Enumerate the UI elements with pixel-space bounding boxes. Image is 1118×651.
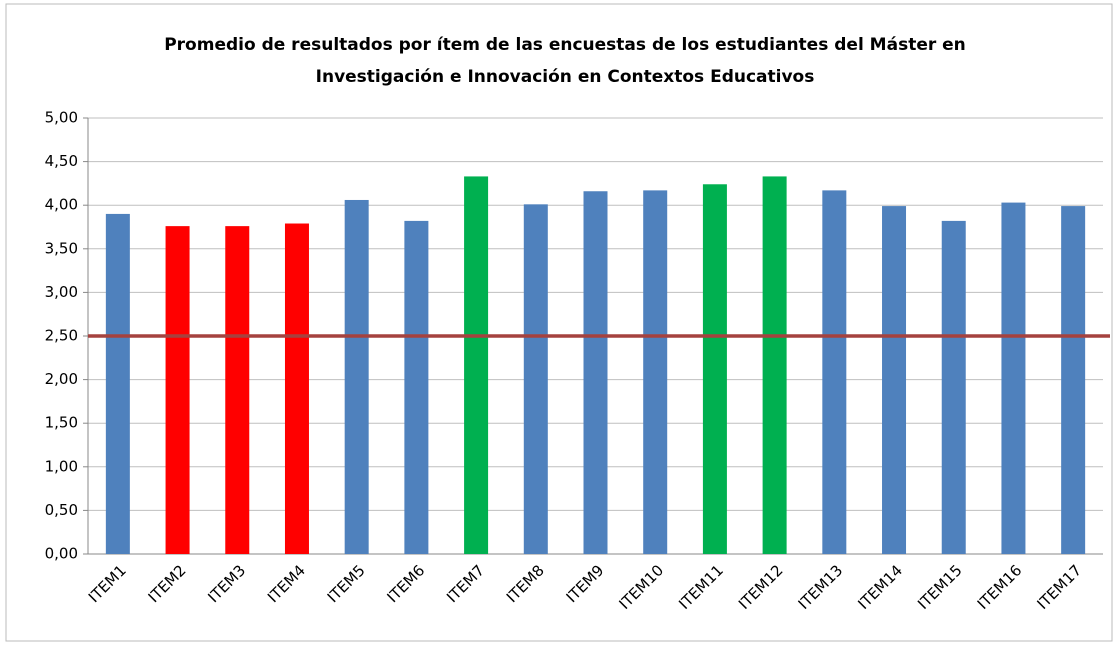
y-tick-label: 3,50 [45, 239, 78, 257]
bar [165, 226, 190, 555]
chart-border [5, 3, 1113, 642]
chart-title: Investigación e Innovación en Contextos … [316, 67, 815, 87]
bar [702, 184, 727, 554]
y-tick-label: 2,50 [45, 327, 78, 345]
y-tick-label: 1,00 [45, 457, 78, 475]
bar [344, 199, 369, 554]
bar [822, 190, 847, 554]
bar [643, 190, 668, 554]
bar [941, 220, 966, 554]
bar [225, 226, 250, 555]
bar [1001, 202, 1026, 555]
y-tick-label: 5,00 [45, 109, 78, 127]
bar [105, 213, 130, 555]
y-tick-label: 4,00 [45, 196, 78, 214]
bar [762, 176, 787, 554]
bar [404, 220, 429, 554]
bar [882, 206, 907, 554]
y-tick-label: 3,00 [45, 283, 78, 301]
y-tick-label: 0,50 [45, 501, 78, 519]
bar [464, 176, 489, 554]
y-tick-label: 1,50 [45, 414, 78, 432]
bar [523, 204, 548, 554]
y-tick-label: 0,00 [45, 545, 78, 563]
bar [284, 223, 309, 554]
chart-title: Promedio de resultados por ítem de las e… [164, 35, 966, 55]
y-tick-label: 4,50 [45, 152, 78, 170]
bar [1061, 206, 1086, 554]
y-tick-label: 2,00 [45, 370, 78, 388]
bar [583, 191, 608, 555]
